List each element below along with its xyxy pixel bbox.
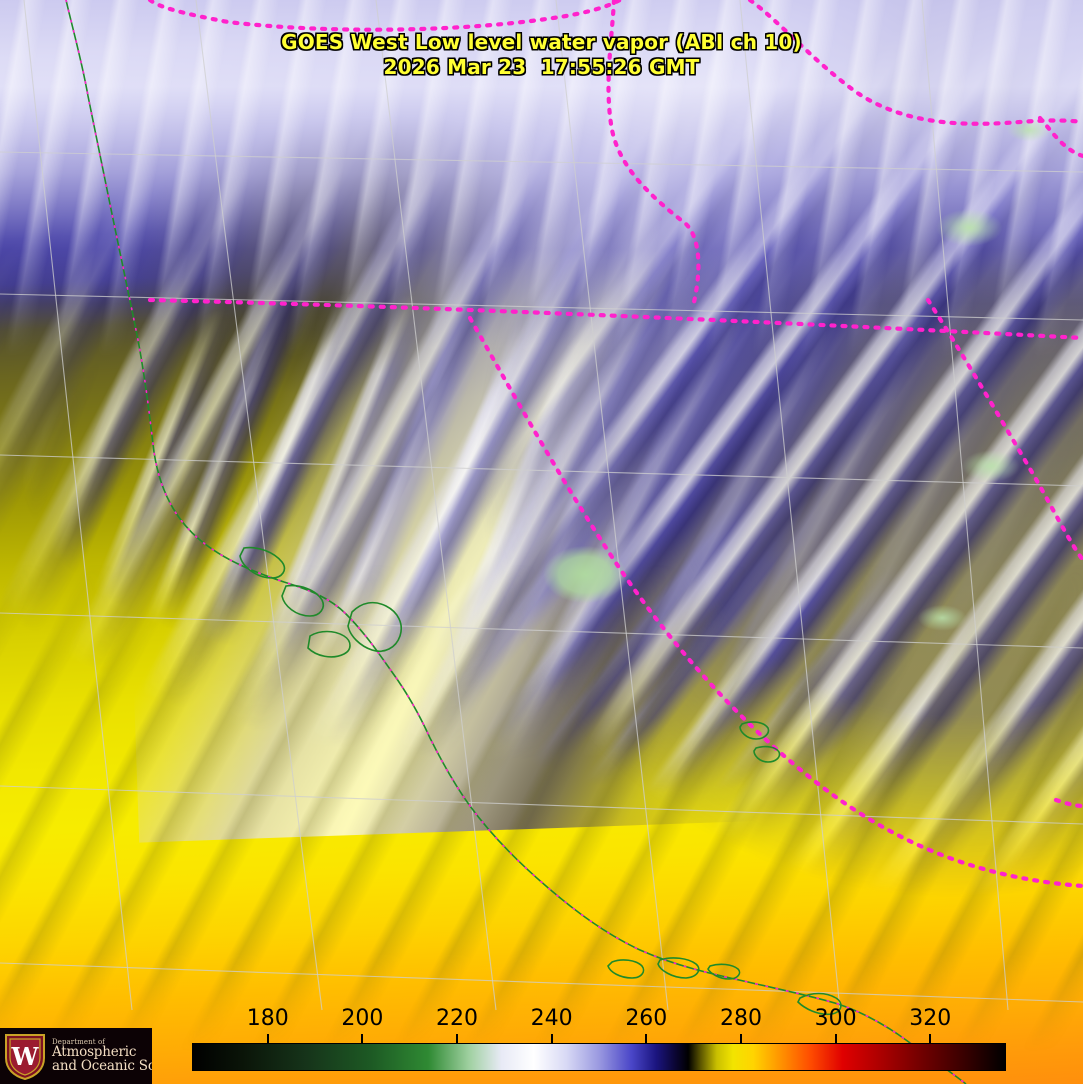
colorbar-tick-label: 220 [436, 1006, 479, 1031]
colorbar-tick-mark [361, 1034, 364, 1043]
colorbar-tick-label: 260 [625, 1006, 668, 1031]
colorbar-tick-mark [456, 1034, 459, 1043]
colorbar-tick-label: 240 [530, 1006, 573, 1031]
political-borders [147, 0, 1083, 889]
graticule-parallels [0, 151, 1083, 1003]
uw-crest-icon: W [3, 1031, 47, 1081]
colorbar-tick-mark [550, 1034, 553, 1043]
colorbar-tick-mark [266, 1034, 269, 1043]
logo-wordmark: Department of Atmospheric and Oceanic Sc… [52, 1037, 152, 1074]
colorbar-tick-label: 300 [814, 1006, 857, 1031]
colorbar-tick-label: 280 [719, 1006, 762, 1031]
colorbar-tick-marks [0, 1034, 1083, 1044]
uw-aos-logo: W Department of Atmospheric and Oceanic … [0, 1028, 152, 1084]
colorbar-tick-mark [739, 1034, 742, 1043]
logo-name-line-2: and Oceanic Sciences [52, 1057, 152, 1074]
colorbar-tick-mark [645, 1034, 648, 1043]
colorbar-gradient [192, 1043, 1006, 1071]
colorbar-tick-label: 200 [341, 1006, 384, 1031]
coastlines [65, 0, 967, 1084]
colorbar: 180 200 220 240 260 280 300 320 [0, 1000, 1083, 1084]
logo-department-line: Department of [52, 1037, 106, 1046]
colorbar-tick-mark [834, 1034, 837, 1043]
svg-text:W: W [11, 1042, 40, 1071]
colorbar-tick-mark [929, 1034, 932, 1043]
logo-name-line-1: Atmospheric [52, 1043, 137, 1060]
colorbar-tick-labels: 180 200 220 240 260 280 300 320 [0, 1006, 1083, 1034]
colorbar-tick-label: 180 [246, 1006, 289, 1031]
colorbar-tick-label: 320 [909, 1006, 952, 1031]
